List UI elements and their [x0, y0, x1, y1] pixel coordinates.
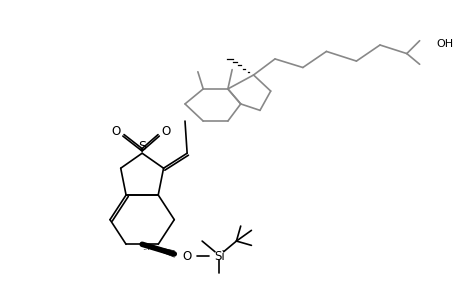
Text: ···: ···: [142, 246, 150, 255]
Text: OH: OH: [436, 39, 453, 49]
Text: O: O: [161, 125, 170, 138]
Text: Si: Si: [213, 250, 224, 262]
Text: S: S: [138, 140, 146, 153]
Text: O: O: [112, 125, 121, 138]
Text: O: O: [182, 250, 191, 262]
